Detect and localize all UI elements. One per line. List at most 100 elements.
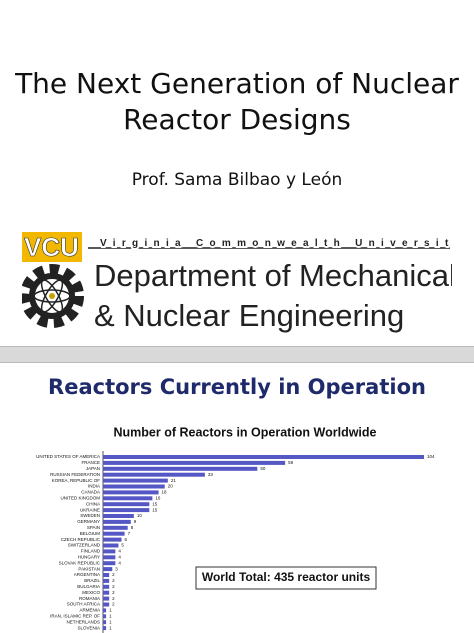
data-label: 15 [152, 507, 158, 512]
data-label: 1 [109, 608, 112, 613]
data-label: 2 [112, 602, 115, 607]
vcu-mark: VCU [24, 232, 79, 262]
data-label: 4 [118, 554, 121, 559]
bar [103, 519, 131, 524]
bar [103, 590, 110, 595]
category-label: IRAN, ISLAMIC REP. OF [50, 613, 100, 618]
category-label: MEXICO [82, 590, 100, 595]
category-label: ARMENIA [79, 608, 100, 613]
category-label: UKRAINE [80, 507, 100, 512]
department-line: Department of Mechanical [94, 258, 452, 293]
vcu-badge [22, 232, 82, 262]
category-label: INDIA [88, 484, 100, 489]
slide-title: The Next Generation of Nuclear Reactor D… [15, 67, 459, 136]
category-label: SWEDEN [80, 513, 100, 518]
category-label: ROMANIA [79, 596, 100, 601]
category-label: BULGARIA [77, 584, 100, 589]
gear-icon [22, 264, 84, 328]
category-label: GERMANY [77, 519, 100, 524]
bar [103, 472, 205, 477]
bar [103, 549, 116, 554]
data-label: 15 [152, 501, 158, 506]
data-label: 20 [168, 484, 174, 489]
bar [103, 531, 125, 536]
annotation: World Total: 435 reactor units [202, 570, 371, 584]
bar [103, 543, 119, 548]
data-label: 2 [112, 572, 115, 577]
category-label: FINLAND [81, 549, 101, 554]
bar [103, 455, 424, 459]
category-label: SPAIN [87, 525, 100, 530]
bar [103, 578, 110, 583]
category-label: SWITZERLAND [68, 543, 101, 548]
bar [103, 596, 110, 601]
logo: VCU Virginia Commonwealth University Dep… [22, 232, 452, 333]
slide: Reactors Currently in Operation Number o… [0, 362, 474, 633]
category-label: PAKISTAN [78, 566, 100, 571]
data-label: 2 [112, 578, 115, 583]
slide-title: Reactors Currently in Operation [48, 375, 426, 399]
bar [103, 514, 134, 518]
author: Prof. Sama Bilbao y León [131, 170, 343, 190]
bar [103, 508, 150, 513]
slide: The Next Generation of Nuclear Reactor D… [0, 0, 474, 347]
category-label: RUSSIAN FEDERATION [50, 472, 100, 477]
bar [103, 460, 286, 465]
bar [103, 614, 107, 619]
category-label: CHINA [86, 501, 100, 506]
university-name: Virginia Commonwealth University [100, 238, 452, 249]
bar [103, 537, 122, 542]
bar [103, 496, 153, 501]
data-label: 59 [288, 460, 294, 465]
bar [103, 626, 107, 631]
category-label: JAPAN [86, 466, 100, 471]
data-label: 18 [162, 490, 168, 495]
data-label: 50 [260, 466, 266, 471]
data-label: 10 [137, 513, 143, 518]
data-label: 1 [109, 619, 112, 624]
data-label: 104 [427, 454, 435, 459]
bar [103, 502, 150, 507]
data-label: 2 [112, 584, 115, 589]
bar [103, 584, 110, 589]
data-label: 4 [118, 560, 121, 565]
data-label: 9 [134, 519, 137, 524]
category-label: CANADA [81, 490, 100, 495]
category-label: BRAZIL [84, 578, 100, 583]
data-label: 16 [155, 495, 161, 500]
data-label: 2 [112, 590, 115, 595]
data-label: 1 [109, 613, 112, 618]
category-label: SLOVAK REPUBLIC [59, 560, 101, 565]
bar [103, 484, 165, 489]
category-label: CZECH REPUBLIC [61, 537, 101, 542]
data-label: 5 [121, 543, 124, 548]
data-label: 21 [171, 478, 177, 483]
bar [103, 567, 113, 572]
category-label: UNITED STATES OF AMERICA [36, 454, 100, 459]
category-label: HUNGARY [78, 554, 100, 559]
data-label: 7 [128, 531, 131, 536]
bar [103, 555, 116, 560]
data-label: 8 [131, 525, 134, 530]
chart: Number of Reactors in Operation Worldwid… [36, 425, 435, 633]
category-label: NETHERLANDS [66, 619, 100, 624]
data-label: 33 [208, 472, 214, 477]
bar [103, 490, 159, 495]
department-line: & Nuclear Engineering [94, 298, 404, 333]
category-label: SLOVENIA [77, 625, 100, 630]
category-label: UNITED KINGDOM [60, 495, 100, 500]
annotation-box [195, 566, 377, 590]
data-label: 2 [112, 596, 115, 601]
bar [103, 573, 110, 577]
category-label: BELGIUM [80, 531, 101, 536]
category-label: FRANCE [81, 460, 100, 465]
bar [103, 466, 258, 471]
category-label: KOREA, REPUBLIC OF [52, 478, 101, 483]
data-label: 6 [125, 537, 128, 542]
category-label: ARGENTINA [74, 572, 100, 577]
bar [103, 525, 128, 530]
chart-title: Number of Reactors in Operation Worldwid… [114, 425, 377, 439]
bar [103, 608, 107, 613]
bar [103, 478, 168, 483]
